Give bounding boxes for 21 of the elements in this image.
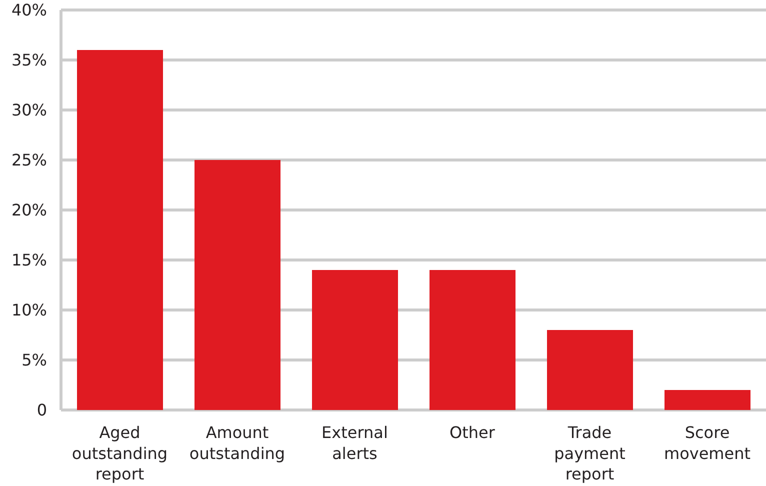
bar — [664, 390, 750, 410]
bar — [430, 270, 516, 410]
x-tick-label: External alerts — [322, 423, 388, 463]
x-tick-label: Other — [450, 423, 496, 442]
y-tick-label: 0 — [36, 400, 47, 420]
x-tick-label: Trade payment report — [554, 423, 626, 484]
y-tick-label: 25% — [11, 150, 47, 170]
y-tick-label: 40% — [11, 0, 47, 20]
x-tick-label: Aged outstanding report — [72, 423, 168, 484]
bar — [547, 330, 633, 410]
y-tick-label: 35% — [11, 50, 47, 70]
y-tick-label: 5% — [22, 350, 47, 370]
x-tick-label: Amount outstanding — [189, 423, 286, 463]
y-tick-label: 20% — [11, 200, 47, 220]
x-tick-label: Score movement — [664, 423, 751, 463]
y-tick-label: 15% — [11, 250, 47, 270]
y-tick-label: 30% — [11, 100, 47, 120]
bar — [312, 270, 398, 410]
bar — [194, 160, 280, 410]
bar — [77, 50, 163, 410]
y-tick-label: 10% — [11, 300, 47, 320]
